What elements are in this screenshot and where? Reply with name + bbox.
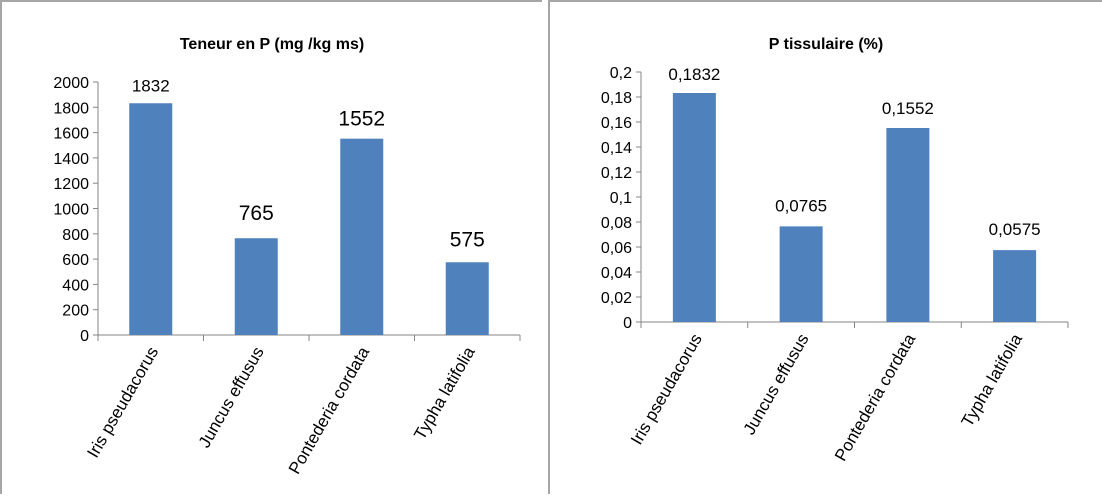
y-tick-label: 200 — [62, 303, 89, 320]
y-tick-label: 0,1 — [610, 190, 632, 207]
category-label: Pontederia cordata — [831, 330, 920, 464]
y-tick-label: 1000 — [53, 202, 89, 219]
y-tick-label: 1600 — [53, 126, 89, 143]
y-tick-label: 1200 — [53, 176, 89, 193]
y-tick-label: 1400 — [53, 151, 89, 168]
data-label: 1832 — [132, 76, 170, 95]
y-tick-label: 0 — [80, 328, 89, 345]
y-tick-label: 0,08 — [601, 215, 632, 232]
y-tick-label: 0,06 — [601, 240, 632, 257]
y-tick-label: 0,16 — [601, 115, 632, 132]
category-label: Typha latifolia — [410, 343, 479, 443]
chart-title: Teneur en P (mg /kg ms) — [179, 36, 365, 53]
bar-chart-phosphorus-content: 0 200 400 600 800 1000 1200 1400 1600 1800 2000 183… — [53, 75, 521, 477]
chart-panel-phosphorus-content: Teneur en P (mg /kg ms) 0 200 400 600 800 100… — [0, 0, 542, 494]
y-tick-label: 0,12 — [601, 165, 632, 182]
bar — [779, 226, 823, 322]
y-tick-label: 0,2 — [610, 65, 632, 82]
category-label: Pontederia cordata — [285, 343, 374, 477]
data-label: 0,0765 — [775, 196, 827, 215]
data-label: 0,0575 — [989, 220, 1041, 239]
category-label: Juncus effusus — [740, 331, 813, 438]
y-tick-label: 2000 — [53, 75, 89, 92]
bar — [672, 93, 716, 322]
bar — [129, 103, 173, 335]
category-label: Iris pseudacorus — [83, 344, 162, 462]
bar — [993, 250, 1037, 322]
category-label: Iris pseudacorus — [627, 331, 706, 449]
bar — [886, 128, 930, 322]
data-label: 0,1552 — [882, 99, 934, 118]
bar — [234, 238, 278, 335]
bar — [340, 138, 384, 335]
y-tick-label: 0,18 — [601, 90, 632, 107]
bar-chart-tissue-phosphorus: 0 0,02 0,04 0,06 0,08 0,1 0,12 0,14 0,16 0,18 0,2 0… — [601, 65, 1069, 464]
y-tick-label: 600 — [62, 252, 89, 269]
y-tick-label: 0,14 — [601, 140, 632, 157]
category-label: Juncus effusus — [195, 344, 268, 451]
chart-title: P tissulaire (%) — [768, 36, 884, 53]
y-tick-label: 0,04 — [601, 265, 632, 282]
y-tick-label: 0 — [623, 315, 632, 332]
y-tick-label: 400 — [62, 277, 89, 294]
data-label: 1552 — [338, 108, 385, 131]
y-tick-label: 1800 — [53, 100, 89, 117]
data-label: 765 — [239, 202, 274, 225]
y-tick-label: 800 — [62, 227, 89, 244]
y-tick-label: 0,02 — [601, 290, 632, 307]
bar — [445, 262, 489, 335]
chart-panel-tissue-phosphorus: P tissulaire (%) 0 0,02 0,04 0,06 0,08 0,1 0,1… — [548, 0, 1102, 494]
category-label: Typha latifolia — [958, 330, 1027, 430]
data-label: 0,1832 — [668, 65, 720, 84]
data-label: 575 — [450, 228, 485, 251]
